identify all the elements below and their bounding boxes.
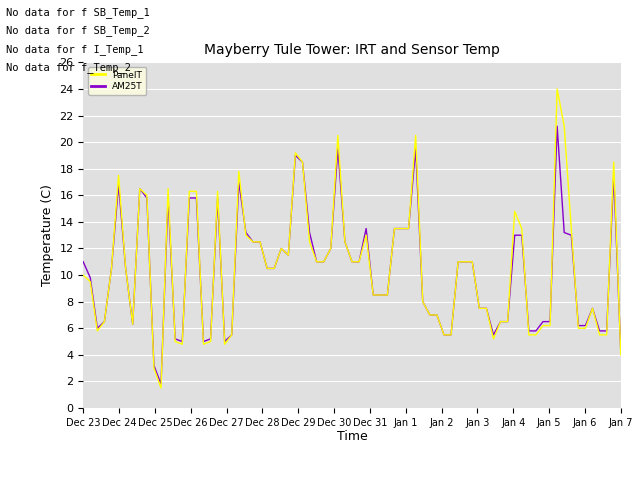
Text: No data for f_Temp_2: No data for f_Temp_2 xyxy=(6,62,131,73)
X-axis label: Time: Time xyxy=(337,431,367,444)
PanelT xyxy=(617,352,625,358)
PanelT xyxy=(263,265,271,271)
Text: No data for f I_Temp_1: No data for f I_Temp_1 xyxy=(6,44,144,55)
PanelT xyxy=(157,385,165,391)
AM25T xyxy=(79,259,87,264)
PanelT xyxy=(193,189,200,194)
PanelT xyxy=(79,272,87,278)
PanelT xyxy=(270,265,278,271)
AM25T xyxy=(554,123,561,129)
Y-axis label: Temperature (C): Temperature (C) xyxy=(41,184,54,286)
PanelT xyxy=(554,86,561,92)
Title: Mayberry Tule Tower: IRT and Sensor Temp: Mayberry Tule Tower: IRT and Sensor Temp xyxy=(204,43,500,57)
AM25T xyxy=(320,259,328,264)
Line: PanelT: PanelT xyxy=(83,89,621,388)
Text: No data for f SB_Temp_2: No data for f SB_Temp_2 xyxy=(6,25,150,36)
AM25T xyxy=(383,292,391,298)
Legend: PanelT, AM25T: PanelT, AM25T xyxy=(257,476,447,480)
PanelT xyxy=(383,292,391,298)
AM25T xyxy=(270,265,278,271)
AM25T xyxy=(617,349,625,355)
AM25T xyxy=(193,195,200,201)
AM25T xyxy=(263,265,271,271)
AM25T xyxy=(306,229,314,235)
Text: No data for f SB_Temp_1: No data for f SB_Temp_1 xyxy=(6,7,150,18)
Line: AM25T: AM25T xyxy=(83,126,621,384)
AM25T xyxy=(157,381,165,387)
PanelT xyxy=(320,259,328,264)
PanelT xyxy=(306,239,314,245)
